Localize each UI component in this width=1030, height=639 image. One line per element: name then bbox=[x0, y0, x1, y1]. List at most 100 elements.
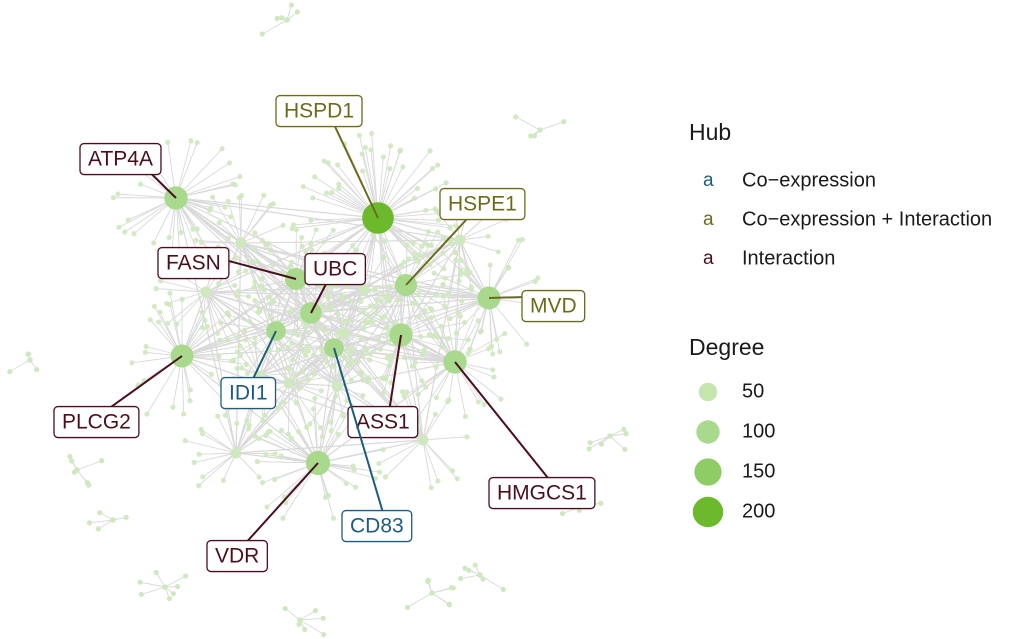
leaf-node bbox=[272, 451, 278, 457]
leaf-node bbox=[110, 195, 116, 201]
leaf-node bbox=[381, 376, 387, 382]
leaf-node bbox=[122, 229, 128, 235]
leaf-node bbox=[433, 292, 439, 298]
leaf-node bbox=[243, 268, 249, 274]
hub-label-atp4a: ATP4A bbox=[79, 142, 162, 176]
leaf-node bbox=[303, 352, 309, 359]
leaf-node bbox=[295, 332, 301, 338]
leaf-node bbox=[453, 330, 459, 336]
leaf-node bbox=[285, 344, 291, 350]
leaf-node bbox=[399, 389, 406, 395]
leaf-node bbox=[367, 351, 374, 357]
leaf-node bbox=[67, 453, 73, 460]
edge bbox=[343, 290, 364, 334]
leaf-node bbox=[194, 226, 200, 232]
edge bbox=[240, 242, 312, 314]
hub-label-plcg2: PLCG2 bbox=[53, 405, 140, 439]
leaf-node bbox=[433, 208, 440, 214]
leaf-node bbox=[506, 264, 512, 270]
leaf-node bbox=[204, 323, 210, 330]
leaf-node bbox=[199, 309, 205, 316]
leaf-node bbox=[366, 314, 372, 320]
leaf-node bbox=[317, 425, 324, 431]
leaf-node bbox=[129, 360, 135, 366]
edge bbox=[235, 420, 248, 454]
legend-degree-label: 150 bbox=[742, 460, 775, 482]
leaf-node bbox=[278, 453, 284, 459]
leaf-node bbox=[252, 433, 258, 439]
leaf-node bbox=[26, 351, 32, 357]
leaf-node bbox=[586, 446, 592, 452]
leaf-node bbox=[110, 517, 116, 523]
leaf-node bbox=[174, 583, 181, 590]
edge bbox=[288, 382, 321, 429]
leaf-node bbox=[349, 242, 356, 249]
leaf-node bbox=[370, 232, 377, 238]
leaf-node bbox=[465, 337, 471, 343]
leaf-node bbox=[515, 237, 522, 243]
leaf-node bbox=[165, 320, 171, 326]
leaf-node bbox=[411, 195, 418, 201]
leaf-node bbox=[234, 349, 241, 355]
leaf-node bbox=[164, 300, 170, 307]
leaf-node bbox=[216, 220, 222, 226]
leaf-node bbox=[95, 526, 101, 532]
leaf-node bbox=[353, 247, 360, 253]
edge bbox=[341, 297, 345, 334]
edge bbox=[212, 196, 242, 244]
leaf-node bbox=[200, 474, 206, 480]
hub-label-box bbox=[341, 509, 413, 543]
edge bbox=[235, 452, 276, 455]
leaf-node bbox=[412, 256, 418, 262]
leaf-node bbox=[319, 348, 325, 354]
leaf-node bbox=[358, 298, 364, 305]
leaf-node bbox=[347, 318, 353, 324]
leaf-node bbox=[305, 377, 311, 383]
leaf-node bbox=[441, 293, 447, 299]
edge bbox=[447, 239, 461, 294]
leaf-node bbox=[86, 520, 93, 526]
leaf-node bbox=[458, 257, 464, 263]
leaf-node bbox=[370, 319, 376, 325]
leaf-node bbox=[222, 412, 228, 418]
leaf-node bbox=[425, 229, 431, 235]
edge bbox=[317, 217, 379, 464]
leaf-node bbox=[535, 275, 541, 281]
leaf-node bbox=[427, 148, 433, 154]
leaf-node bbox=[137, 579, 143, 585]
leaf-node bbox=[532, 278, 538, 285]
edge bbox=[275, 330, 319, 464]
leaf-node bbox=[284, 365, 290, 371]
edge bbox=[240, 242, 274, 266]
leaf-node bbox=[329, 189, 335, 195]
leaf-node bbox=[196, 483, 202, 489]
leaf-node bbox=[246, 422, 252, 428]
leaf-node bbox=[270, 299, 277, 305]
leaf-node bbox=[237, 174, 243, 180]
leaf-node bbox=[462, 413, 469, 420]
leaf-node bbox=[458, 575, 464, 582]
leaf-node bbox=[429, 165, 436, 172]
leaf-node bbox=[377, 469, 383, 475]
leaf-node bbox=[289, 340, 295, 347]
edge bbox=[155, 572, 166, 588]
leaf-node bbox=[410, 241, 416, 247]
leaf-node bbox=[320, 615, 326, 621]
leaf-node bbox=[260, 480, 266, 486]
hub-label-text: IDI1 bbox=[229, 382, 268, 405]
leaf-node bbox=[467, 269, 473, 276]
leaf-node bbox=[443, 180, 449, 186]
leaf-node bbox=[375, 337, 381, 343]
leaf-node bbox=[490, 351, 496, 357]
hub-label-ass1: ASS1 bbox=[347, 405, 419, 439]
leaf-node bbox=[485, 233, 491, 239]
legend-key-glyph: a bbox=[703, 248, 714, 269]
leaf-node bbox=[190, 226, 196, 232]
hub-label-text: ASS1 bbox=[356, 411, 410, 434]
leaf-node bbox=[202, 317, 208, 324]
leaf-node bbox=[299, 234, 305, 241]
leaf-node bbox=[380, 154, 386, 160]
leaf-node bbox=[352, 484, 359, 490]
edge bbox=[76, 460, 102, 471]
leaf-node bbox=[598, 441, 604, 447]
